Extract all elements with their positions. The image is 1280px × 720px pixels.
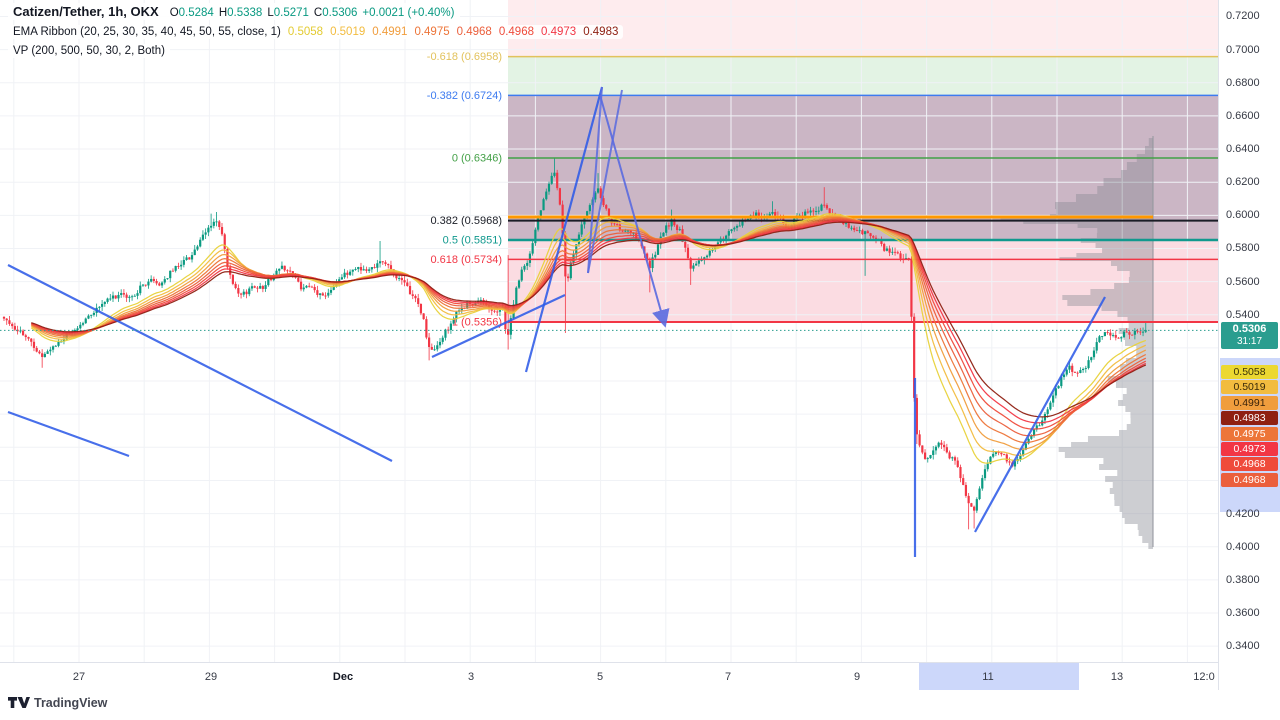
ema-price-badge: 0.4991 — [1221, 395, 1278, 410]
open-label: O — [169, 7, 179, 19]
time-tick-label: 27 — [72, 671, 86, 683]
fib-level-label: 0.618 (0.5734) — [430, 254, 502, 266]
current-price-value: 0.5306 — [1232, 323, 1267, 336]
fib-level-label: 0.5 (0.5851) — [443, 235, 502, 247]
symbol-title: Catizen/Tether, 1h, OKX — [13, 4, 159, 19]
time-tick-label: 9 — [853, 671, 861, 683]
ema-price-badge: 0.5019 — [1221, 380, 1278, 395]
ema-legend-value: 0.4991 — [372, 26, 408, 38]
fib-level-label: 0.382 (0.5968) — [430, 215, 502, 227]
price-tick-label: 0.6000 — [1226, 209, 1260, 222]
ema-legend-value: 0.4968 — [456, 26, 492, 38]
price-tick-label: 0.6800 — [1226, 76, 1260, 89]
ema-legend-value: 0.4968 — [498, 26, 534, 38]
ema-price-badge: 0.4983 — [1221, 411, 1278, 426]
price-tick-label: 0.6600 — [1226, 109, 1260, 122]
ema-price-badge: 0.4968 — [1221, 457, 1278, 472]
chart-canvas[interactable]: -0.618 (0.6958) -0.382 (0.6724) 0 (0.6346)… — [0, 0, 1218, 662]
volume-profile-legend-row[interactable]: VP (200, 500, 50, 30, 2, Both) — [8, 41, 623, 59]
price-tick-label: 0.5600 — [1226, 275, 1260, 288]
low-value: 0.5271 — [273, 7, 309, 19]
volume-profile-histogram — [1000, 136, 1154, 549]
tradingview-logo-icon — [8, 696, 30, 708]
fib-level-label: -0.618 (0.6958) — [427, 51, 502, 63]
high-value: 0.5338 — [227, 7, 263, 19]
ema-price-badge: 0.4975 — [1221, 426, 1278, 441]
ema-price-badge: 0.4968 — [1221, 472, 1278, 487]
price-tick-label: 0.7000 — [1226, 43, 1260, 56]
time-tick-label: 29 — [204, 671, 218, 683]
time-tick-label: 11 — [982, 671, 994, 683]
close-label: C — [313, 7, 323, 19]
fib-level-label: 0 (0.6346) — [452, 153, 502, 165]
volume-profile-label: VP (200, 500, 50, 30, 2, Both) — [13, 45, 165, 57]
ema-legend-value: 0.5019 — [330, 26, 366, 38]
candlestick-series — [2, 158, 1147, 530]
time-axis-selection-highlight — [919, 663, 1079, 690]
time-axis[interactable]: 27 29 Dec 3 5 7 9 11 13 12:0 — [0, 662, 1218, 690]
trendline-drawings[interactable] — [7, 86, 1106, 557]
change-value: +0.0021 (+0.40%) — [362, 7, 455, 19]
price-tick-label: 0.3600 — [1226, 607, 1260, 619]
ema-price-badge: 0.5058 — [1221, 365, 1278, 379]
price-axis[interactable]: 0.7200 0.7000 0.6800 0.6600 0.6400 0.6200 0.60… — [1218, 0, 1280, 690]
price-tick-label: 0.4200 — [1226, 507, 1260, 520]
price-tick-label: 0.3400 — [1226, 640, 1260, 653]
price-tick-label: 0.5400 — [1226, 308, 1260, 321]
current-price-badge: 0.5306 31:17 — [1221, 322, 1278, 350]
ema-price-badge: 0.4973 — [1221, 442, 1278, 456]
bar-countdown: 31:17 — [1236, 336, 1263, 348]
price-tick-label: 0.7200 — [1226, 10, 1260, 23]
ema-ribbon-label: EMA Ribbon (20, 25, 30, 35, 40, 45, 50, … — [13, 26, 281, 38]
price-tick-label: 0.4000 — [1226, 540, 1260, 553]
ema-ribbon-legend-row[interactable]: EMA Ribbon (20, 25, 30, 35, 40, 45, 50, … — [8, 22, 624, 40]
ema-legend-value: 0.4975 — [414, 26, 450, 38]
price-tick-label: 0.6200 — [1226, 176, 1260, 189]
ema-legend-value: 0.4983 — [583, 26, 619, 38]
close-value: 0.5306 — [322, 7, 358, 19]
tradingview-logo-text: TradingView — [34, 696, 108, 710]
symbol-legend-row[interactable]: Catizen/Tether, 1h, OKX O0.5284 H0.5338 L0.… — [8, 3, 623, 21]
fib-level-label: 1 (0.5356) — [452, 317, 502, 329]
open-value: 0.5284 — [178, 7, 214, 19]
fib-retracement[interactable]: -0.618 (0.6958) -0.382 (0.6724) 0 (0.6346)… — [427, 51, 1218, 329]
price-tick-label: 0.5800 — [1226, 242, 1260, 255]
ema-legend-value: 0.5058 — [287, 26, 324, 38]
fib-level-label: -0.382 (0.6724) — [427, 90, 502, 102]
time-tick-label: 13 — [1110, 671, 1124, 683]
price-tick-label: 0.6400 — [1226, 143, 1260, 156]
ema-ribbon-values: 0.5058 0.5019 0.4991 0.4975 0.4968 0.4968 0.49… — [281, 26, 619, 38]
chart-legend: Catizen/Tether, 1h, OKX O0.5284 H0.5338 L0.… — [8, 3, 624, 60]
time-tick-label: 5 — [596, 671, 604, 683]
ema-legend-value: 0.4973 — [541, 26, 577, 38]
high-label: H — [218, 7, 228, 19]
low-label: L — [267, 7, 274, 19]
time-tick-label: 7 — [724, 671, 732, 683]
time-tick-label: 3 — [467, 671, 475, 683]
price-tick-label: 0.3800 — [1226, 573, 1260, 586]
tradingview-logo[interactable]: TradingView — [8, 696, 107, 710]
time-tick-label: Dec — [332, 671, 354, 683]
chart-grid — [0, 0, 1218, 662]
time-tick-label: 12:0 — [1193, 671, 1215, 683]
